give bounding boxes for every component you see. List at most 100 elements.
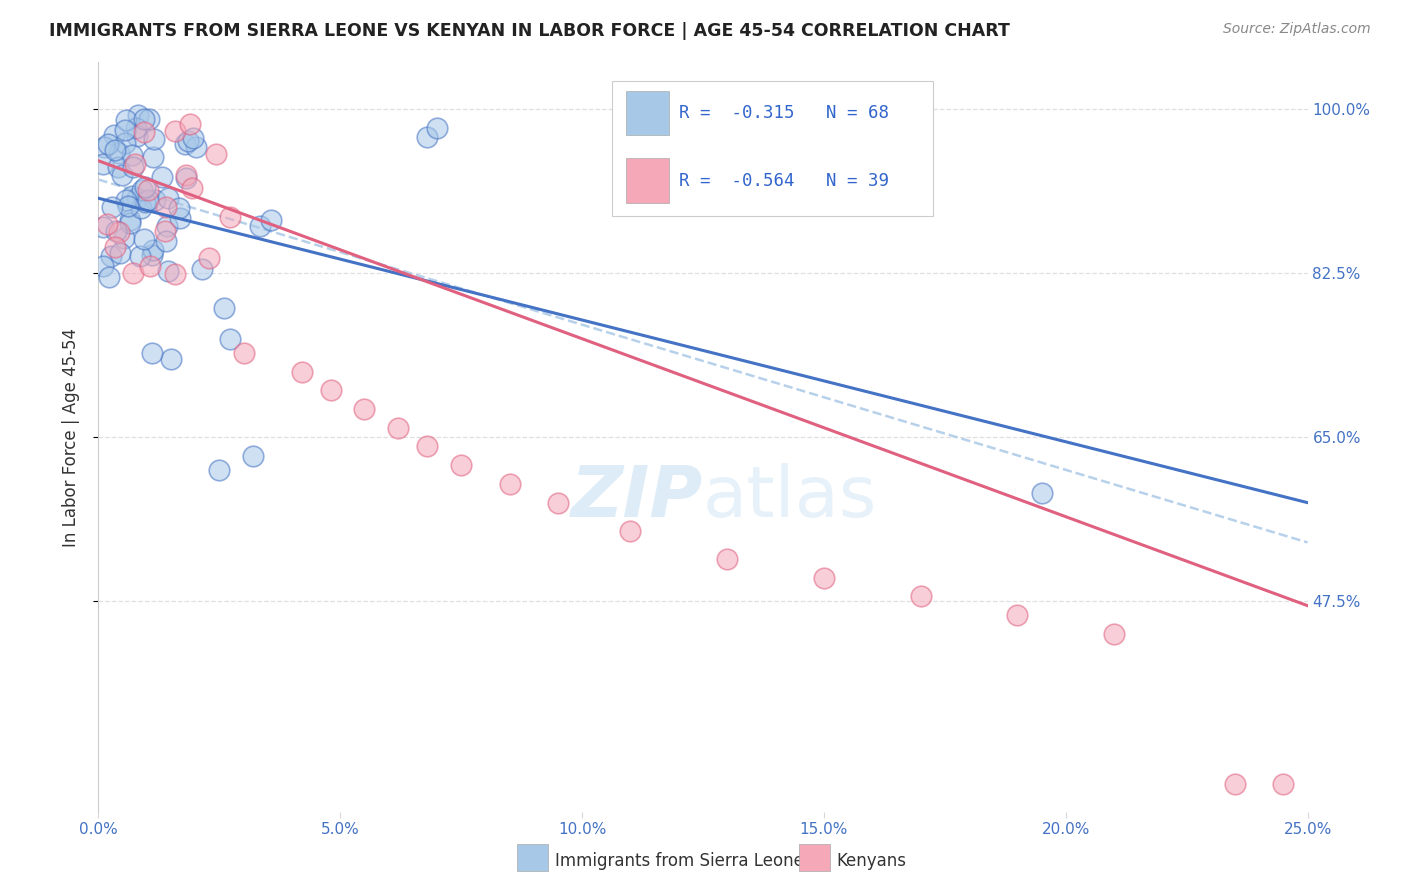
Point (134, 179, 156, 194)
Point (143, 193, 166, 207)
FancyBboxPatch shape (626, 159, 669, 202)
Point (112, 231, 135, 245)
Text: R =  -0.564   N = 39: R = -0.564 N = 39 (679, 172, 889, 190)
Text: IMMIGRANTS FROM SIERRA LEONE VS KENYAN IN LABOR FORCE | AGE 45-54 CORRELATION CH: IMMIGRANTS FROM SIERRA LEONE VS KENYAN I… (49, 22, 1010, 40)
Point (120, 216, 142, 230)
Point (142, 150, 165, 164)
Point (124, 157, 146, 171)
Point (127, 108, 149, 122)
Point (163, 124, 186, 138)
FancyBboxPatch shape (613, 81, 932, 216)
Point (115, 193, 138, 207)
Point (121, 148, 143, 162)
Point (181, 180, 204, 194)
Point (134, 232, 156, 246)
Point (165, 267, 187, 281)
Text: ZIP: ZIP (571, 463, 703, 532)
Point (177, 134, 200, 148)
Y-axis label: In Labor Force | Age 45-54: In Labor Force | Age 45-54 (62, 327, 80, 547)
Point (160, 351, 183, 366)
Point (1272, 776, 1295, 791)
Point (450, 458, 472, 473)
Point (97, 136, 120, 151)
Text: Immigrants from Sierra Leone: Immigrants from Sierra Leone (555, 852, 804, 870)
Point (127, 128, 149, 143)
Point (619, 524, 641, 538)
Point (129, 249, 152, 263)
Point (118, 213, 141, 227)
Point (138, 112, 160, 126)
Point (716, 551, 738, 566)
Point (150, 169, 173, 184)
Point (107, 160, 129, 174)
Point (1031, 486, 1053, 500)
Point (98, 269, 121, 284)
Point (96, 218, 118, 232)
Point (142, 132, 165, 146)
Point (103, 128, 125, 142)
Point (498, 476, 520, 491)
Point (174, 136, 197, 151)
Point (169, 211, 191, 225)
Point (93, 140, 115, 154)
Point (104, 240, 127, 254)
Point (353, 401, 375, 416)
Point (212, 301, 235, 315)
Text: Source: ZipAtlas.com: Source: ZipAtlas.com (1223, 22, 1371, 37)
Point (155, 200, 177, 214)
Point (107, 225, 129, 239)
Point (208, 463, 231, 477)
Point (219, 210, 242, 224)
Point (136, 193, 159, 207)
Point (242, 449, 264, 463)
Point (114, 123, 136, 137)
Point (142, 243, 165, 257)
Point (198, 251, 221, 265)
Point (141, 248, 163, 262)
Point (156, 219, 179, 233)
Text: atlas: atlas (703, 463, 877, 532)
Point (157, 191, 180, 205)
Point (1223, 776, 1246, 791)
Point (416, 440, 439, 453)
Point (115, 112, 138, 127)
Point (153, 224, 176, 238)
Point (122, 160, 145, 174)
Point (181, 131, 204, 145)
Text: Kenyans: Kenyans (837, 852, 907, 870)
Point (547, 496, 569, 510)
Point (319, 384, 342, 398)
Point (100, 249, 122, 263)
FancyBboxPatch shape (626, 91, 669, 135)
Point (101, 200, 124, 214)
Point (129, 201, 152, 215)
Point (232, 346, 254, 360)
Point (104, 224, 127, 238)
Point (174, 170, 197, 185)
Point (260, 213, 283, 227)
Point (179, 117, 201, 131)
Point (219, 332, 242, 346)
Point (155, 234, 177, 248)
Point (108, 246, 131, 260)
Point (91, 259, 114, 273)
Point (138, 259, 160, 273)
Point (104, 143, 127, 157)
Point (141, 346, 163, 360)
Point (132, 112, 155, 126)
Point (184, 139, 207, 153)
Point (249, 219, 271, 233)
Point (136, 183, 159, 197)
Point (290, 365, 312, 379)
Point (125, 121, 148, 136)
Point (1007, 608, 1029, 623)
Point (111, 169, 134, 183)
Point (91, 220, 114, 235)
Point (134, 125, 156, 139)
Point (117, 199, 139, 213)
Point (121, 266, 143, 280)
Point (174, 168, 197, 182)
Point (156, 264, 179, 278)
Point (127, 191, 149, 205)
Point (426, 120, 449, 135)
